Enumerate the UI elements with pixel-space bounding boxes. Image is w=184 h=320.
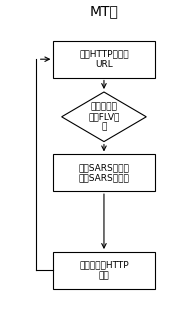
- Polygon shape: [62, 92, 146, 141]
- FancyBboxPatch shape: [53, 154, 155, 191]
- Text: 是否后续报
文有FLV标
识: 是否后续报 文有FLV标 识: [88, 102, 120, 132]
- Text: 检测下一个HTTP
报文: 检测下一个HTTP 报文: [79, 261, 129, 280]
- Text: 通过SARS请求发
送给SARS服务器: 通过SARS请求发 送给SARS服务器: [79, 163, 129, 182]
- FancyBboxPatch shape: [53, 41, 155, 78]
- FancyBboxPatch shape: [53, 252, 155, 289]
- Text: 抓取HTTP请求的
URL: 抓取HTTP请求的 URL: [79, 50, 129, 69]
- Text: MT端: MT端: [90, 4, 118, 18]
